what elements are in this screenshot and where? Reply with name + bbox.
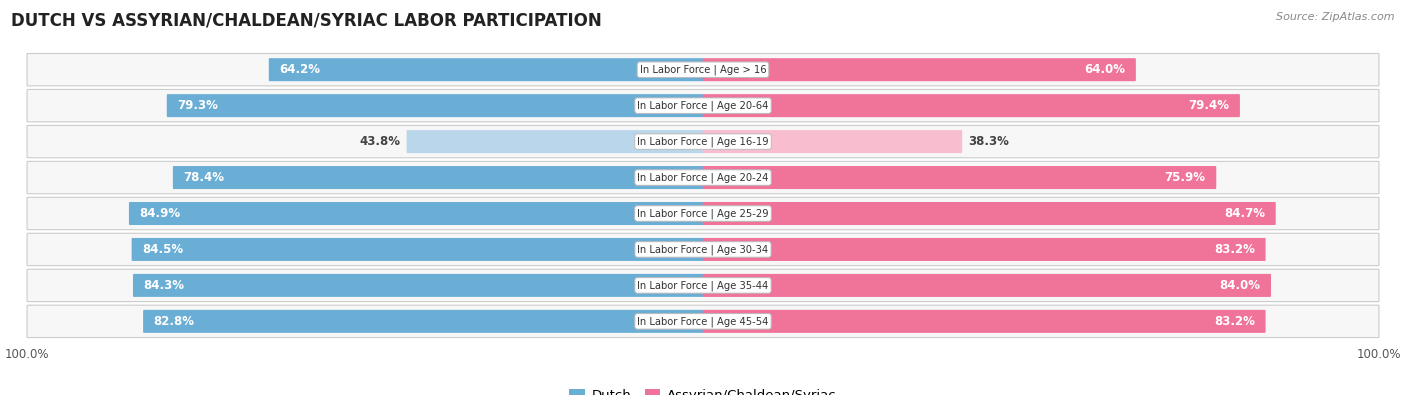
FancyBboxPatch shape [173, 166, 703, 189]
FancyBboxPatch shape [703, 310, 1265, 333]
Text: 84.9%: 84.9% [139, 207, 180, 220]
Text: In Labor Force | Age 45-54: In Labor Force | Age 45-54 [637, 316, 769, 327]
Text: 64.0%: 64.0% [1084, 63, 1125, 76]
Text: 79.3%: 79.3% [177, 99, 218, 112]
Text: DUTCH VS ASSYRIAN/CHALDEAN/SYRIAC LABOR PARTICIPATION: DUTCH VS ASSYRIAN/CHALDEAN/SYRIAC LABOR … [11, 12, 602, 30]
Text: 84.5%: 84.5% [142, 243, 183, 256]
Text: 83.2%: 83.2% [1215, 315, 1256, 328]
Text: In Labor Force | Age 20-64: In Labor Force | Age 20-64 [637, 100, 769, 111]
FancyBboxPatch shape [132, 238, 703, 261]
Text: 75.9%: 75.9% [1164, 171, 1206, 184]
FancyBboxPatch shape [269, 58, 703, 81]
Text: 82.8%: 82.8% [153, 315, 194, 328]
Text: In Labor Force | Age 16-19: In Labor Force | Age 16-19 [637, 136, 769, 147]
Text: 38.3%: 38.3% [969, 135, 1010, 148]
Text: 64.2%: 64.2% [280, 63, 321, 76]
Text: 84.3%: 84.3% [143, 279, 184, 292]
FancyBboxPatch shape [703, 238, 1265, 261]
Text: 79.4%: 79.4% [1188, 99, 1229, 112]
FancyBboxPatch shape [703, 94, 1240, 117]
FancyBboxPatch shape [27, 269, 1379, 302]
Text: In Labor Force | Age 35-44: In Labor Force | Age 35-44 [637, 280, 769, 291]
FancyBboxPatch shape [143, 310, 703, 333]
FancyBboxPatch shape [703, 58, 1136, 81]
FancyBboxPatch shape [703, 274, 1271, 297]
Text: 83.2%: 83.2% [1215, 243, 1256, 256]
Text: In Labor Force | Age 25-29: In Labor Force | Age 25-29 [637, 208, 769, 219]
Text: Source: ZipAtlas.com: Source: ZipAtlas.com [1277, 12, 1395, 22]
FancyBboxPatch shape [27, 233, 1379, 265]
FancyBboxPatch shape [406, 130, 703, 153]
Legend: Dutch, Assyrian/Chaldean/Syriac: Dutch, Assyrian/Chaldean/Syriac [569, 389, 837, 395]
FancyBboxPatch shape [703, 130, 962, 153]
Text: In Labor Force | Age 30-34: In Labor Force | Age 30-34 [637, 244, 769, 255]
Text: 43.8%: 43.8% [360, 135, 401, 148]
FancyBboxPatch shape [27, 162, 1379, 194]
Text: In Labor Force | Age 20-24: In Labor Force | Age 20-24 [637, 172, 769, 183]
FancyBboxPatch shape [129, 202, 703, 225]
FancyBboxPatch shape [167, 94, 703, 117]
FancyBboxPatch shape [134, 274, 703, 297]
FancyBboxPatch shape [27, 198, 1379, 229]
FancyBboxPatch shape [703, 202, 1275, 225]
FancyBboxPatch shape [27, 126, 1379, 158]
Text: 84.0%: 84.0% [1219, 279, 1260, 292]
Text: 78.4%: 78.4% [183, 171, 225, 184]
FancyBboxPatch shape [27, 305, 1379, 338]
Text: 84.7%: 84.7% [1225, 207, 1265, 220]
FancyBboxPatch shape [27, 89, 1379, 122]
FancyBboxPatch shape [27, 53, 1379, 86]
Text: In Labor Force | Age > 16: In Labor Force | Age > 16 [640, 64, 766, 75]
FancyBboxPatch shape [703, 166, 1216, 189]
